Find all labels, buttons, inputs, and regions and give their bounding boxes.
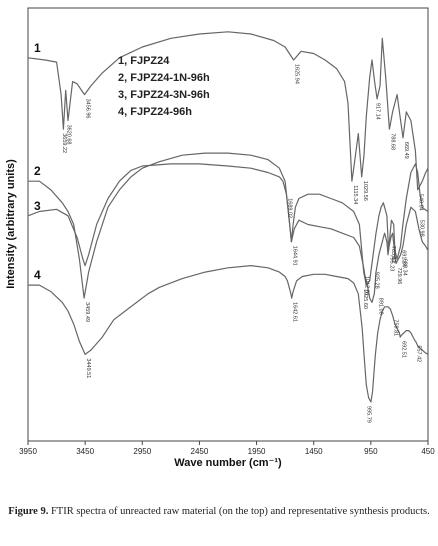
series-line-2 xyxy=(28,152,429,299)
peak-label: 669.49 xyxy=(403,142,409,159)
peak-label: 1029.56 xyxy=(362,181,368,201)
legend: 1, FJPZ24 2, FJPZ24-1N-96h 3, FJPZ24-3N-96… xyxy=(118,55,210,118)
peak-label: 925.28 xyxy=(374,272,380,289)
peak-label: 917.14 xyxy=(375,103,381,120)
plot-frame xyxy=(27,7,429,442)
x-axis-label: Wave number (cm⁻¹) xyxy=(174,457,282,469)
x-tick-label: 1450 xyxy=(305,447,323,456)
peak-label: 891.08 xyxy=(378,298,384,315)
x-axis-ticks: 3950 3450 2950 2450 1950 1450 950 450 xyxy=(19,441,435,456)
legend-entry: 3, FJPZ24-3N-96h xyxy=(118,89,210,101)
peak-label: 557.42 xyxy=(416,345,422,362)
series-number-1: 1 xyxy=(34,41,41,55)
series-layer xyxy=(27,31,429,403)
figure-caption: Figure 9. FTIR spectra of unreacted raw … xyxy=(0,505,438,519)
peak-label: 1012.91 xyxy=(364,276,370,296)
peak-label: 3459.49 xyxy=(84,302,90,322)
peak-label: 1625.94 xyxy=(294,64,300,84)
peak-label: 540.04 xyxy=(418,194,424,211)
peak-label: 1115.34 xyxy=(352,185,358,204)
series-line-1 xyxy=(27,31,429,191)
peak-label: 1642.61 xyxy=(292,302,298,322)
peak-label: 759.81 xyxy=(393,319,399,336)
peak-label: 1689.02 xyxy=(286,198,292,218)
series-number-layer: 1 2 3 4 xyxy=(34,41,41,282)
series-number-4: 4 xyxy=(34,268,41,282)
peak-label: 995.79 xyxy=(366,406,372,423)
caption-text: FTIR spectra of unreacted raw material (… xyxy=(50,506,430,517)
series-number-3: 3 xyxy=(34,199,41,213)
x-tick-label: 1950 xyxy=(248,447,266,456)
series-line-3 xyxy=(27,163,429,303)
peak-label: 1025.60 xyxy=(362,289,368,309)
legend-entry: 2, FJPZ24-1N-96h xyxy=(118,72,210,84)
peak-label: 3620.68 xyxy=(66,125,72,145)
legend-entry: 4, FJPZ24-96h xyxy=(118,106,192,118)
peak-label: 3659.22 xyxy=(61,133,67,153)
peak-label: 795.23 xyxy=(389,255,395,272)
peak-label: 691.24 xyxy=(400,250,406,267)
peak-label: 788.68 xyxy=(389,133,395,150)
peak-label: 3449.51 xyxy=(85,358,91,378)
x-tick-label: 2450 xyxy=(191,447,209,456)
x-tick-label: 450 xyxy=(421,447,435,456)
x-tick-label: 3450 xyxy=(76,447,94,456)
y-axis-label: Intensity (arbitrary units) xyxy=(5,159,17,289)
peak-label: 530.98 xyxy=(419,220,425,237)
x-tick-label: 3950 xyxy=(19,447,37,456)
x-tick-label: 950 xyxy=(364,447,378,456)
peak-label: 783.83 xyxy=(390,246,396,263)
peak-label: 3456.96 xyxy=(84,99,90,119)
peak-label: 680.34 xyxy=(402,259,408,276)
caption-label: Figure 9. xyxy=(8,506,49,517)
x-tick-label: 2950 xyxy=(133,447,151,456)
peak-label: 692.51 xyxy=(400,341,406,358)
series-line-4 xyxy=(28,265,429,403)
peak-label: 729.96 xyxy=(396,268,402,285)
legend-entry: 1, FJPZ24 xyxy=(118,55,170,67)
series-number-2: 2 xyxy=(34,164,41,178)
peak-label: 1644.91 xyxy=(291,246,297,266)
